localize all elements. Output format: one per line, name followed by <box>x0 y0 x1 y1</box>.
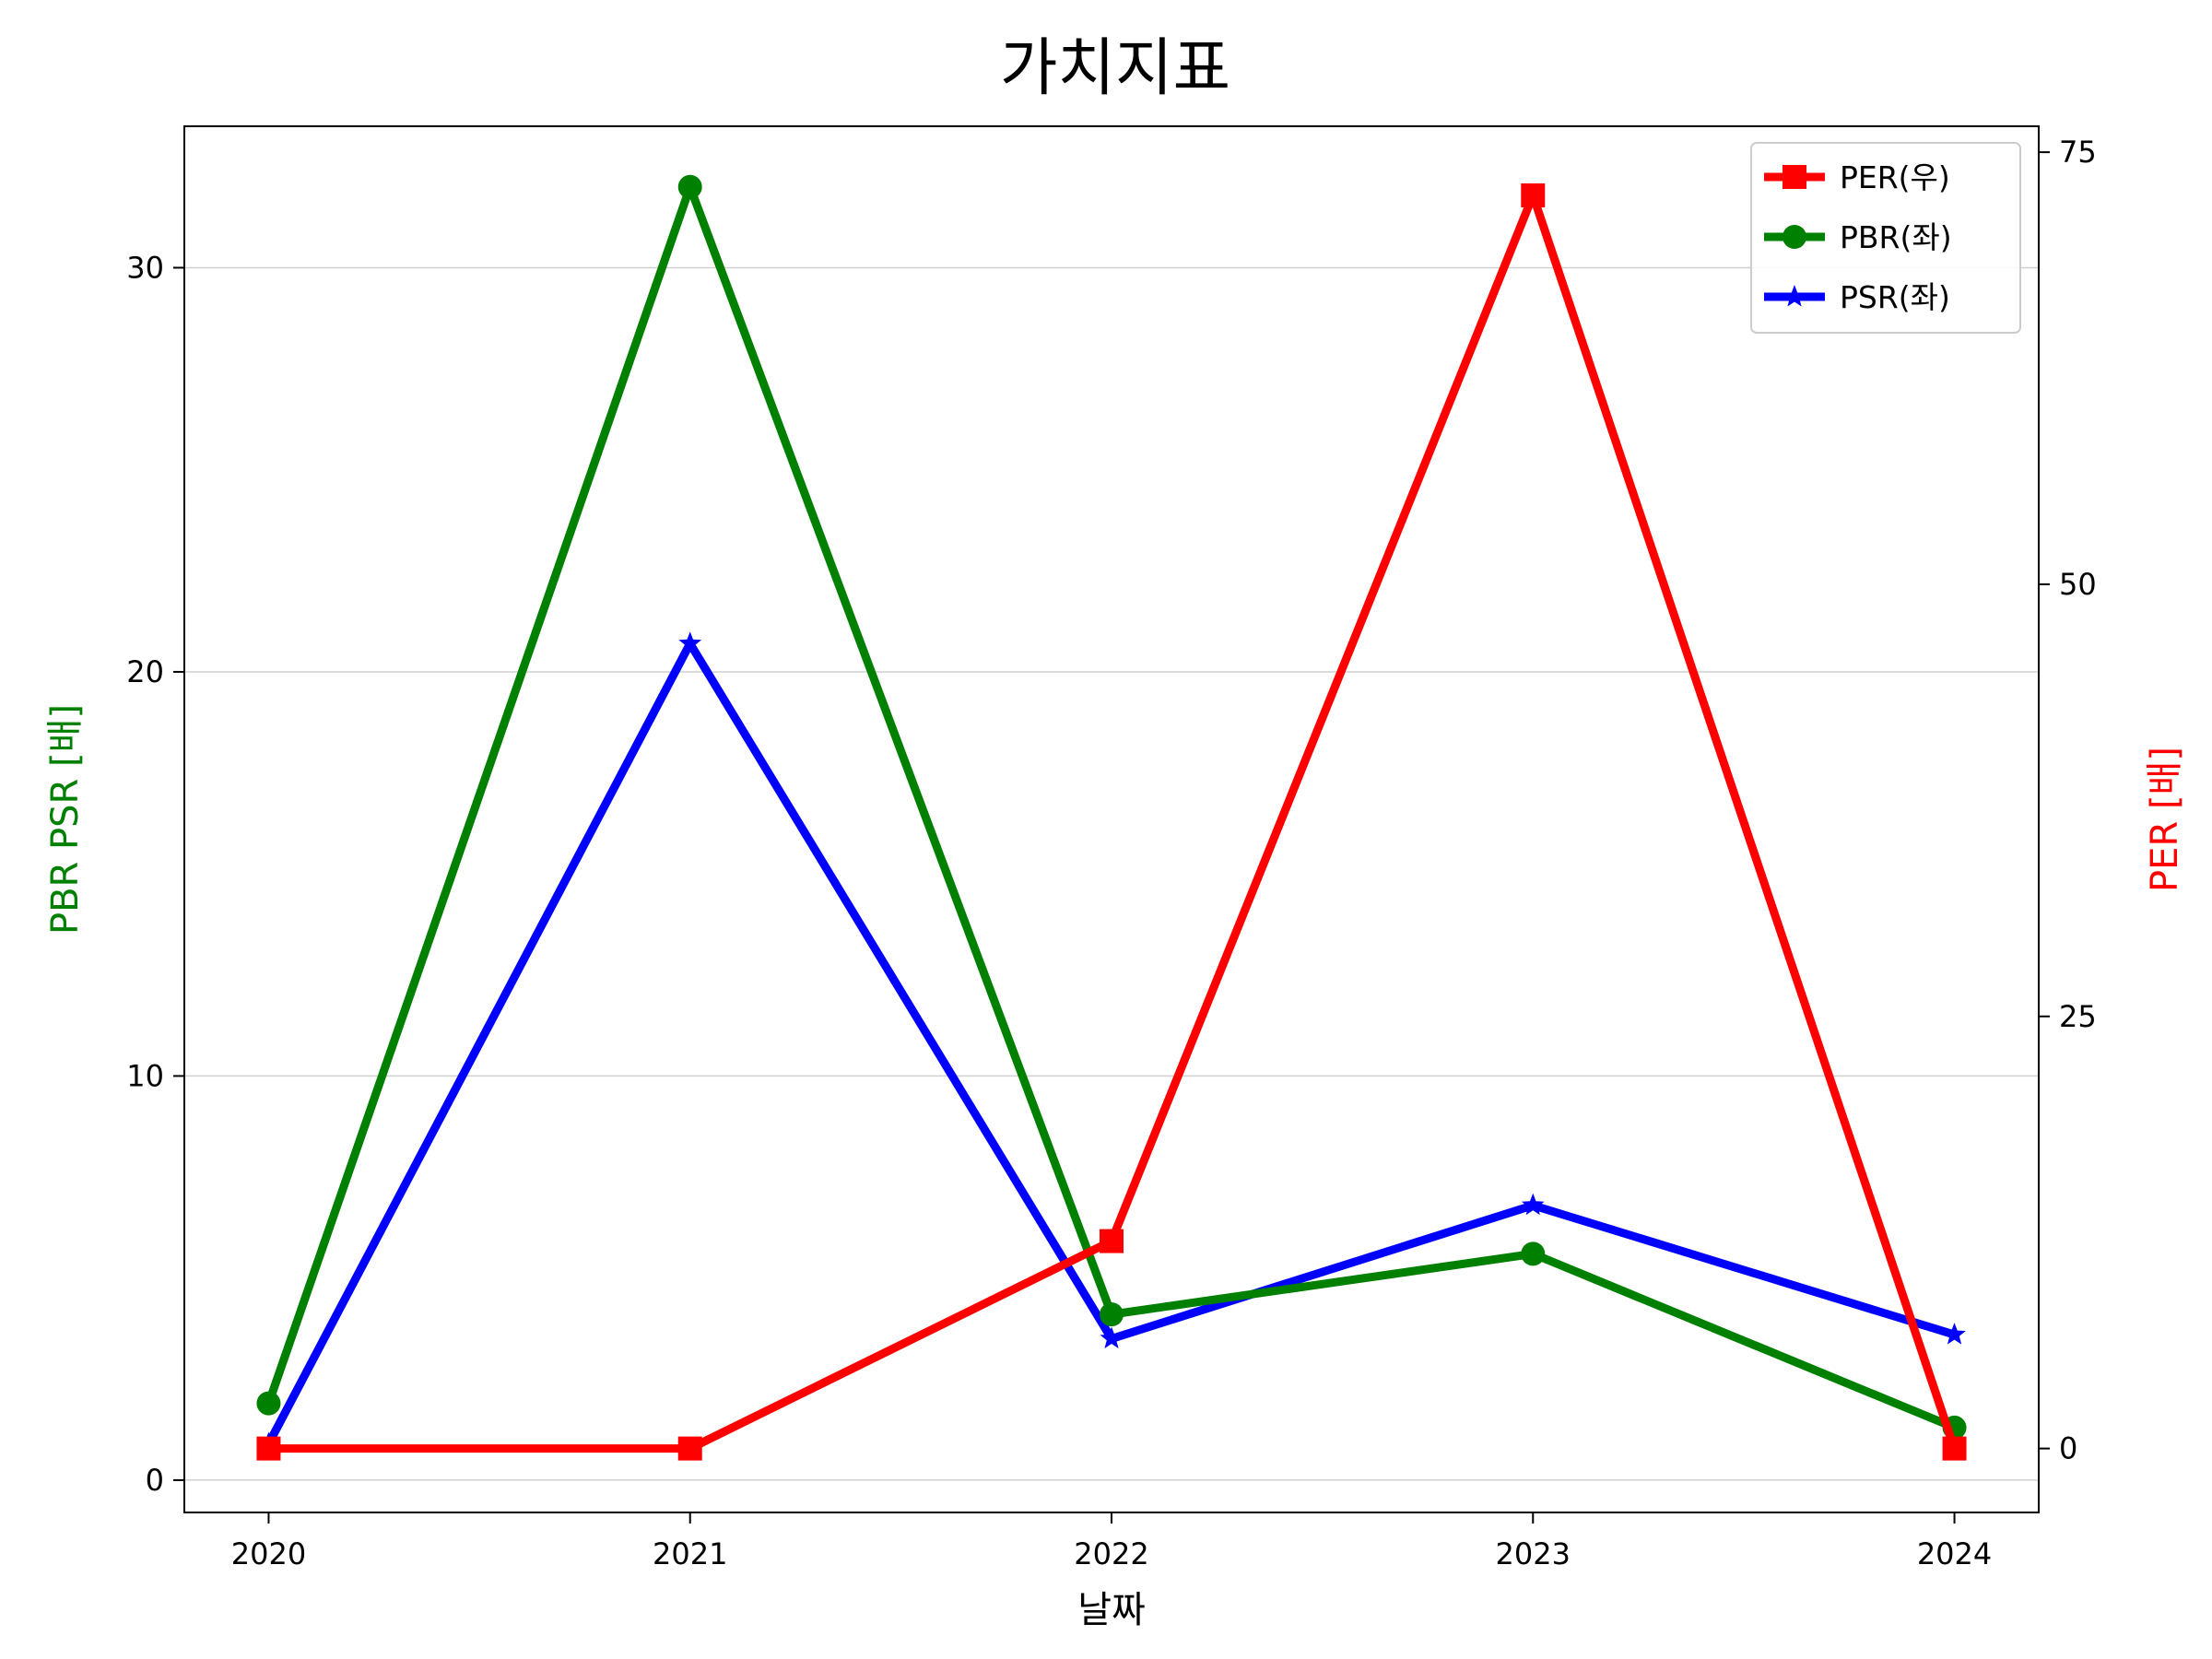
y-axis-right-label: PER [배] <box>2144 747 2186 892</box>
series-0-point-1 <box>677 1436 702 1461</box>
series-2-point-3 <box>1521 1193 1545 1216</box>
series-0-point-0 <box>256 1436 281 1461</box>
x-tick-label-1: 2021 <box>653 1536 727 1571</box>
y-right-tick-label-0: 0 <box>2059 1431 2077 1466</box>
series-0-point-2 <box>1100 1229 1124 1253</box>
chart-title: 가치지표 <box>1000 32 1230 105</box>
legend-label-1: PBR(좌) <box>1840 219 1952 255</box>
series-1-point-0 <box>256 1391 281 1416</box>
x-tick-label-2: 2022 <box>1074 1536 1148 1571</box>
series-2-point-4 <box>1943 1323 1966 1345</box>
grid-lines <box>184 266 2039 1481</box>
legend-marker-1 <box>1783 225 1806 249</box>
x-tick-label-3: 2023 <box>1496 1536 1571 1571</box>
series-2-point-2 <box>1100 1326 1124 1348</box>
y-right-tick-label-1: 25 <box>2059 999 2097 1034</box>
series-1-point-2 <box>1100 1302 1124 1327</box>
y-left-tick-label-2: 20 <box>126 654 164 689</box>
axes: 0 10 20 30 0 25 50 75 2020 2021 2022 2023 2024 <box>126 135 2096 1571</box>
series-0-point-3 <box>1521 183 1546 208</box>
y-right-tick-label-2: 50 <box>2059 567 2097 602</box>
legend-entry-1: PBR(좌) <box>1764 219 1952 255</box>
series-0-point-4 <box>1942 1436 1967 1461</box>
legend-label-2: PSR(좌) <box>1840 279 1950 315</box>
legend-marker-0 <box>1783 165 1806 189</box>
y-left-tick-label-3: 30 <box>126 250 164 285</box>
x-tick-label-4: 2024 <box>1917 1536 1992 1571</box>
y-left-tick-label-1: 10 <box>126 1058 164 1093</box>
series-0 <box>256 183 1967 1461</box>
x-axis-label: 날짜 <box>1077 1589 1146 1631</box>
series-1-point-3 <box>1521 1241 1546 1266</box>
legend-box <box>1750 142 2021 334</box>
legend-entry-2: PSR(좌) <box>1764 279 1950 315</box>
series-2-point-1 <box>678 631 702 653</box>
series-1-point-1 <box>677 174 702 199</box>
legend-label-0: PER(우) <box>1840 159 1950 195</box>
series-layer <box>256 174 1967 1461</box>
legend-marker-2 <box>1783 285 1806 307</box>
y-left-tick-label-0: 0 <box>146 1463 164 1498</box>
series-1 <box>256 174 1967 1440</box>
legend: PER(우) PBR(좌) PSR(좌) <box>1750 142 2021 334</box>
x-tick-label-0: 2020 <box>231 1536 306 1571</box>
legend-entry-0: PER(우) <box>1764 159 1950 195</box>
y-right-tick-label-3: 75 <box>2059 135 2097 170</box>
y-axis-left-label: PBR PSR [배] <box>44 704 87 935</box>
